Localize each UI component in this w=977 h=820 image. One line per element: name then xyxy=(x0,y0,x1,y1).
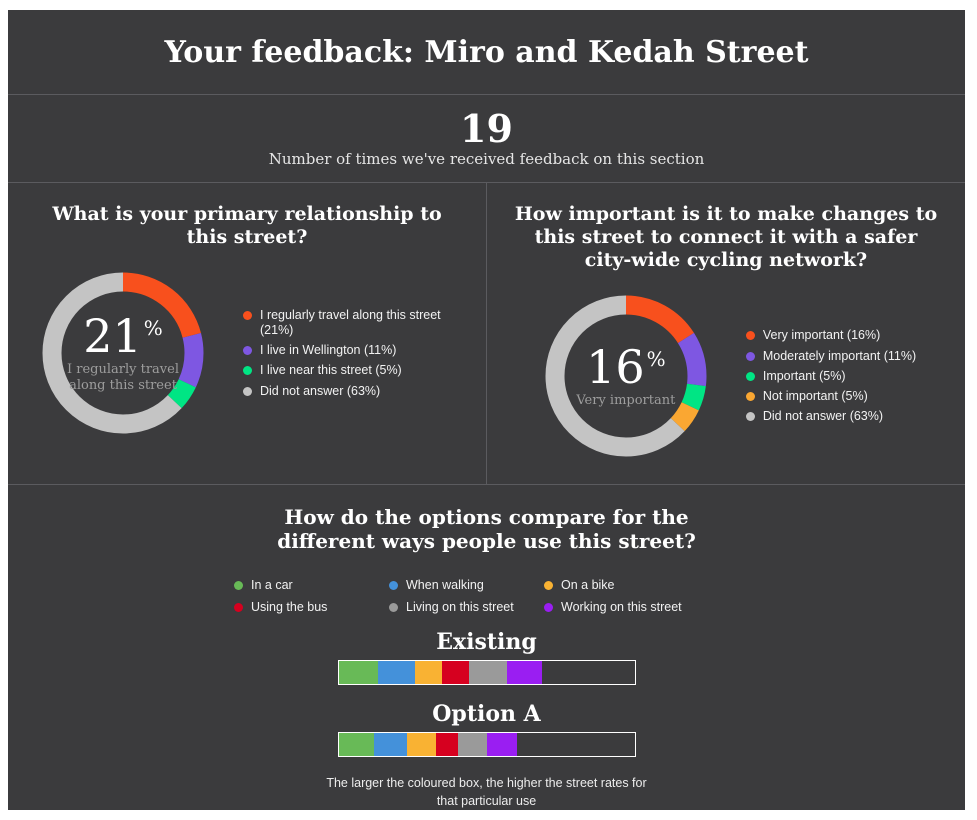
legend-dot-icon xyxy=(745,412,755,422)
options-comparison-legend: In a car When walking On a bike Using the b… xyxy=(8,578,965,616)
legend-item[interactable]: Living on this street xyxy=(389,600,544,615)
bar-segment-on-a-bike xyxy=(407,733,437,756)
importance-donut-chart: 16% Very important xyxy=(536,286,716,466)
importance-chart-title: How important is it to make changes to t… xyxy=(514,202,938,272)
legend-dot-icon xyxy=(544,602,553,612)
bar-segment-working-on-this-street xyxy=(506,661,542,684)
existing-stacked-bar[interactable] xyxy=(337,660,636,685)
bar-segment-on-a-bike xyxy=(415,661,443,684)
legend-item[interactable]: Working on this street xyxy=(544,600,739,615)
legend-label: Did not answer (63%) xyxy=(260,383,381,398)
importance-chart-legend: Very important (16%) Moderately important… xyxy=(745,328,917,424)
legend-dot-icon xyxy=(243,366,252,376)
feedback-count-section: 19 Number of times we've received feedba… xyxy=(8,94,965,181)
legend-item[interactable]: Did not answer (63%) xyxy=(745,409,916,424)
legend-label: I regularly travel along this street (21… xyxy=(260,307,441,337)
legend-dot-icon xyxy=(544,580,553,590)
feedback-count-caption: Number of times we've received feedback … xyxy=(268,150,705,169)
bar-segment-in-a-car xyxy=(338,661,379,684)
legend-dot-icon xyxy=(243,310,252,320)
comparison-note: The larger the coloured box, the higher … xyxy=(326,776,647,808)
legend-label: I live in Wellington (11%) xyxy=(260,343,397,358)
bar-segment-using-the-bus xyxy=(442,661,469,684)
legend-item[interactable]: In a car xyxy=(234,578,389,593)
legend-dot-icon xyxy=(389,580,398,590)
bar-segment-when-walking xyxy=(378,661,416,684)
relationship-chart-body: 21% I regularly travel along this street… xyxy=(8,263,486,443)
legend-label: In a car xyxy=(251,577,293,592)
legend-dot-icon xyxy=(389,602,398,612)
page-title: Your feedback: Miro and Kedah Street xyxy=(164,34,809,70)
legend-dot-icon xyxy=(234,602,243,612)
existing-bar-title: Existing xyxy=(436,629,537,655)
legend-item[interactable]: I regularly travel along this street (21… xyxy=(243,308,461,339)
header-section: Your feedback: Miro and Kedah Street xyxy=(8,10,965,94)
option-a-bar-group: Option A xyxy=(8,701,965,757)
legend-label: Using the bus xyxy=(251,599,328,614)
legend-item[interactable]: Using the bus xyxy=(234,600,389,615)
donut-charts-row: What is your primary relationship to thi… xyxy=(8,181,965,484)
legend-label: Living on this street xyxy=(406,599,514,614)
legend-dot-icon xyxy=(234,580,243,590)
legend-item[interactable]: Did not answer (63%) xyxy=(243,384,461,399)
legend-dot-icon xyxy=(745,392,755,402)
bar-segment-using-the-bus xyxy=(436,733,459,756)
bar-segment-working-on-this-street xyxy=(487,733,517,756)
relationship-donut-ring[interactable] xyxy=(33,263,213,443)
legend-label: Moderately important (11%) xyxy=(762,348,917,363)
option-a-stacked-bar[interactable] xyxy=(337,732,636,757)
options-comparison-title: How do the options compare for the diffe… xyxy=(277,504,696,554)
legend-item[interactable]: On a bike xyxy=(544,578,739,593)
relationship-donut-chart: 21% I regularly travel along this street xyxy=(33,263,213,443)
legend-label: When walking xyxy=(406,577,484,592)
importance-donut-ring[interactable] xyxy=(536,286,716,466)
legend-item[interactable]: Moderately important (11%) xyxy=(745,348,917,364)
legend-dot-icon xyxy=(745,371,755,381)
legend-label: I live near this street (5%) xyxy=(260,363,402,378)
legend-label: Did not answer (63%) xyxy=(762,409,884,424)
legend-item[interactable]: Not important (5%) xyxy=(745,389,916,404)
legend-item[interactable]: When walking xyxy=(389,578,544,593)
legend-item[interactable]: Important (5%) xyxy=(745,368,916,384)
legend-dot-icon xyxy=(745,331,755,341)
feedback-count-value: 19 xyxy=(460,106,513,152)
feedback-dashboard-panel: Your feedback: Miro and Kedah Street 19 … xyxy=(8,10,965,810)
bar-segment-living-on-this-street xyxy=(458,733,488,756)
legend-item[interactable]: I live near this street (5%) xyxy=(243,363,461,378)
relationship-chart-column: What is your primary relationship to thi… xyxy=(8,182,487,484)
options-comparison-section: How do the options compare for the diffe… xyxy=(8,483,965,810)
existing-bar-group: Existing xyxy=(8,629,965,685)
relationship-chart-title: What is your primary relationship to thi… xyxy=(52,202,442,249)
legend-label: Very important (16%) xyxy=(762,328,881,343)
legend-label: Important (5%) xyxy=(762,368,846,383)
relationship-chart-legend: I regularly travel along this street (21… xyxy=(243,308,461,399)
legend-label: Not important (5%) xyxy=(762,389,868,404)
bar-segment-when-walking xyxy=(374,733,408,756)
option-a-bar-title: Option A xyxy=(432,701,541,727)
importance-chart-column: How important is it to make changes to t… xyxy=(487,183,965,484)
bar-segment-living-on-this-street xyxy=(469,661,507,684)
legend-label: On a bike xyxy=(561,577,615,592)
legend-dot-icon xyxy=(243,346,252,356)
legend-dot-icon xyxy=(745,351,755,361)
legend-item[interactable]: Very important (16%) xyxy=(745,328,916,343)
importance-chart-body: 16% Very important Very important (16%) M… xyxy=(487,286,965,466)
bar-segment-in-a-car xyxy=(338,733,375,756)
legend-item[interactable]: I live in Wellington (11%) xyxy=(243,343,461,358)
legend-dot-icon xyxy=(243,386,252,396)
legend-label: Working on this street xyxy=(561,599,682,614)
